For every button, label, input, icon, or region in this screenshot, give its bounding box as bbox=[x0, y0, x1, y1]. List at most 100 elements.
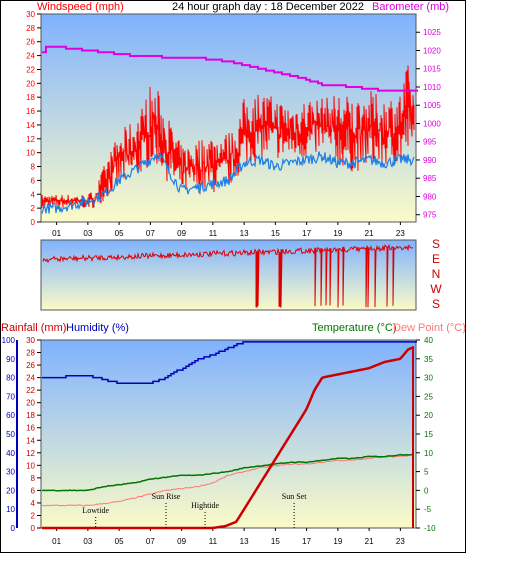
dewpoint-axis-label: Dew Point (°C) bbox=[393, 322, 466, 334]
wind-x-tick-label: 03 bbox=[83, 229, 92, 238]
wind-y-tick-label: 30 bbox=[26, 10, 35, 19]
humidity-y-tick-label: 40 bbox=[6, 449, 15, 458]
rain-y-tick-label: 20 bbox=[26, 399, 35, 408]
rain-y-tick-label: 14 bbox=[26, 436, 35, 445]
wind-y-tick-label: 20 bbox=[26, 79, 35, 88]
wind-y-tick-label: 10 bbox=[26, 149, 35, 158]
barometer-y-tick-label: 1000 bbox=[423, 119, 441, 128]
wind-x-tick-label: 23 bbox=[396, 229, 405, 238]
temp-y-tick-label: 15 bbox=[424, 430, 433, 439]
barometer-y-tick-label: 1015 bbox=[423, 65, 441, 74]
rain-y-tick-label: 22 bbox=[26, 386, 35, 395]
wind-x-tick-label: 13 bbox=[240, 229, 249, 238]
rain-y-tick-label: 2 bbox=[31, 511, 36, 520]
rain-y-tick-label: 6 bbox=[31, 486, 36, 495]
wind-x-tick-label: 21 bbox=[365, 229, 374, 238]
temp-y-tick-label: 0 bbox=[424, 486, 429, 495]
rain-y-tick-label: 10 bbox=[26, 461, 35, 470]
wind-y-tick-label: 22 bbox=[26, 65, 35, 74]
humidity-y-tick-label: 0 bbox=[11, 524, 16, 533]
rain-y-tick-label: 28 bbox=[26, 349, 35, 358]
barometer-y-tick-label: 1025 bbox=[423, 28, 441, 37]
compass-label: E bbox=[432, 252, 440, 266]
temperature-series-line bbox=[41, 453, 415, 492]
barometer-y-tick-label: 985 bbox=[423, 174, 437, 183]
temp-panel-bg bbox=[40, 339, 417, 529]
humidity-y-tick-label: 60 bbox=[6, 411, 15, 420]
direction-panel-bg bbox=[40, 239, 417, 311]
wind-axis-label: Windspeed (mph) bbox=[37, 1, 124, 13]
wind-x-tick-label: 17 bbox=[302, 229, 311, 238]
rainfall-axis-label: Rainfall (mm) bbox=[1, 322, 66, 334]
temp-x-tick-label: 03 bbox=[83, 537, 92, 546]
barometer-y-tick-label: 975 bbox=[423, 211, 437, 220]
humidity-series-line bbox=[42, 341, 417, 384]
wind-y-tick-label: 6 bbox=[31, 176, 36, 185]
humidity-y-tick-label: 10 bbox=[6, 505, 15, 514]
wind-y-tick-label: 4 bbox=[31, 190, 36, 199]
humidity-y-tick-label: 90 bbox=[6, 355, 15, 364]
temp-x-tick-label: 15 bbox=[271, 537, 280, 546]
annotation-label: Sun Rise bbox=[152, 492, 181, 501]
barometer-axis-label: Barometer (mb) bbox=[372, 1, 449, 13]
temp-x-tick-label: 05 bbox=[115, 537, 124, 546]
rain-y-tick-label: 24 bbox=[26, 374, 35, 383]
barometer-y-tick-label: 980 bbox=[423, 192, 437, 201]
wind-y-tick-label: 18 bbox=[26, 93, 35, 102]
temp-x-tick-label: 11 bbox=[209, 537, 218, 546]
gust-series-line bbox=[41, 65, 415, 209]
wind-x-tick-label: 05 bbox=[115, 229, 124, 238]
temp-x-tick-label: 07 bbox=[146, 537, 155, 546]
humidity-y-tick-label: 50 bbox=[6, 430, 15, 439]
rain-y-tick-label: 12 bbox=[26, 449, 35, 458]
annotation-label: Sun Set bbox=[282, 492, 307, 501]
wind-x-tick-label: 11 bbox=[209, 229, 218, 238]
wind-x-tick-label: 19 bbox=[333, 229, 342, 238]
barometer-series-line bbox=[42, 45, 418, 92]
compass-label: W bbox=[430, 282, 442, 296]
wind-direction-series-line bbox=[42, 243, 414, 308]
wind-y-tick-label: 28 bbox=[26, 24, 35, 33]
wind-x-tick-label: 07 bbox=[146, 229, 155, 238]
rain-y-tick-label: 16 bbox=[26, 424, 35, 433]
temp-x-tick-label: 21 bbox=[365, 537, 374, 546]
wind-y-tick-label: 0 bbox=[31, 218, 36, 227]
temperature-axis-label: Temperature (°C) bbox=[312, 322, 396, 334]
temp-x-tick-label: 13 bbox=[240, 537, 249, 546]
rain-y-tick-label: 0 bbox=[31, 524, 36, 533]
temp-y-tick-label: -10 bbox=[424, 524, 436, 533]
temp-y-tick-label: 40 bbox=[424, 336, 433, 345]
average-wind-series-line bbox=[41, 151, 415, 214]
temp-y-tick-label: 35 bbox=[424, 355, 433, 364]
wind-y-tick-label: 12 bbox=[26, 135, 35, 144]
wind-y-tick-label: 26 bbox=[26, 38, 35, 47]
temp-x-tick-label: 23 bbox=[396, 537, 405, 546]
barometer-y-tick-label: 1005 bbox=[423, 101, 441, 110]
wind-y-tick-label: 2 bbox=[31, 204, 36, 213]
temp-x-tick-label: 19 bbox=[333, 537, 342, 546]
humidity-y-tick-label: 30 bbox=[6, 468, 15, 477]
wind-y-tick-label: 8 bbox=[31, 163, 36, 172]
wind-y-tick-label: 14 bbox=[26, 121, 35, 130]
temp-y-tick-label: -5 bbox=[424, 505, 432, 514]
wind-y-tick-label: 24 bbox=[26, 52, 35, 61]
barometer-y-tick-label: 1020 bbox=[423, 46, 441, 55]
wind-x-tick-label: 01 bbox=[52, 229, 61, 238]
barometer-y-tick-label: 1010 bbox=[423, 83, 441, 92]
rain-y-tick-label: 26 bbox=[26, 361, 35, 370]
humidity-y-tick-label: 20 bbox=[6, 486, 15, 495]
wind-x-tick-label: 09 bbox=[177, 229, 186, 238]
temp-x-tick-label: 17 bbox=[302, 537, 311, 546]
compass-label: N bbox=[432, 267, 441, 281]
temp-y-tick-label: 20 bbox=[424, 411, 433, 420]
temp-y-tick-label: 10 bbox=[424, 449, 433, 458]
dewpoint-series-line bbox=[41, 454, 415, 507]
rainfall-series-line bbox=[42, 345, 415, 530]
humidity-axis-label: Humidity (%) bbox=[66, 322, 129, 334]
humidity-y-tick-label: 80 bbox=[6, 374, 15, 383]
humidity-y-tick-label: 70 bbox=[6, 392, 15, 401]
rain-y-tick-label: 4 bbox=[31, 499, 36, 508]
compass-label: S bbox=[432, 297, 440, 311]
annotation-label: Hightide bbox=[191, 501, 219, 510]
